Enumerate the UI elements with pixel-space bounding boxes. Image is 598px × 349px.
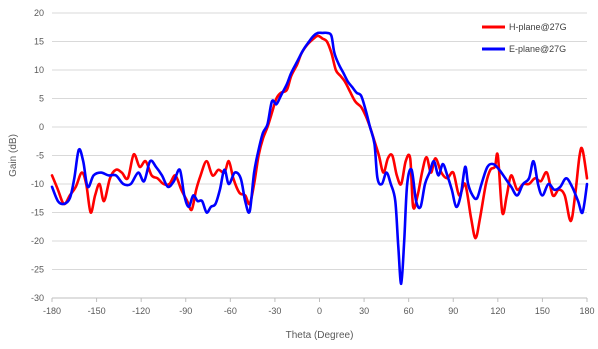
x-tick-label: -150 <box>88 306 106 316</box>
y-tick-label: -15 <box>31 208 44 218</box>
y-axis-tick-labels: 20 15 10 5 0 -5 -10 -15 -20 -25 -30 <box>31 8 44 303</box>
x-axis-tick-labels: -180 -150 -120 -90 -60 -30 0 30 60 90 120 150 180 <box>43 306 595 316</box>
y-tick-label: -5 <box>36 151 44 161</box>
y-tick-label: -20 <box>31 236 44 246</box>
y-tick-label: 5 <box>39 94 44 104</box>
x-tick-label: -120 <box>132 306 150 316</box>
legend-label-e-plane: E-plane@27G <box>509 44 566 54</box>
gridlines <box>51 12 588 302</box>
x-tick-label: -30 <box>268 306 281 316</box>
y-tick-label: 15 <box>34 37 44 47</box>
x-tick-label: 60 <box>404 306 414 316</box>
x-tick-label: 120 <box>490 306 505 316</box>
y-axis-title: Gain (dB) <box>8 134 19 177</box>
x-tick-label: 150 <box>535 306 550 316</box>
x-tick-label: -60 <box>224 306 237 316</box>
y-tick-label: -10 <box>31 179 44 189</box>
series-line-e-plane <box>50 31 589 286</box>
y-tick-label: -25 <box>31 265 44 275</box>
x-tick-label: 90 <box>448 306 458 316</box>
x-tick-label: -90 <box>179 306 192 316</box>
legend-label-h-plane: H-plane@27G <box>509 22 567 32</box>
x-tick-label: 180 <box>579 306 594 316</box>
y-tick-label: 0 <box>39 122 44 132</box>
series-lines <box>50 31 589 286</box>
y-tick-label: 10 <box>34 65 44 75</box>
x-axis-title: Theta (Degree) <box>286 330 354 341</box>
y-tick-label: 20 <box>34 8 44 18</box>
x-tick-label: 30 <box>359 306 369 316</box>
legend: H-plane@27G E-plane@27G <box>482 22 567 54</box>
x-tick-label: -180 <box>43 306 61 316</box>
x-tick-label: 0 <box>317 306 322 316</box>
y-tick-label: -30 <box>31 293 44 303</box>
